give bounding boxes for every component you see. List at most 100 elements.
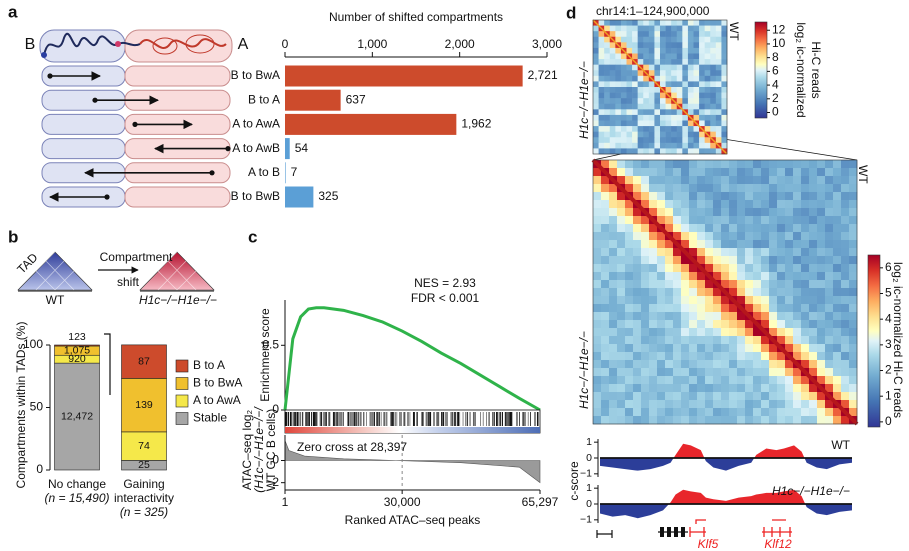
heatmap-cell [598, 142, 605, 149]
heatmap-cell [745, 368, 754, 377]
heatmap-cell [625, 344, 634, 353]
heatmap-cell [721, 59, 728, 65]
heatmap-cell [625, 296, 634, 305]
heatmap-cell [625, 248, 634, 257]
heatmap-cell [833, 280, 842, 289]
heatmap-cell [753, 232, 762, 241]
heatmap-cell [761, 408, 770, 417]
heatmap-cell [617, 408, 626, 417]
heatmap-cell [817, 360, 826, 369]
heatmap-cell [721, 131, 728, 138]
heatmap-cell [715, 36, 722, 43]
heatmap-cell [745, 168, 754, 177]
heatmap-cell [737, 400, 746, 409]
heatmap-cell [593, 87, 599, 93]
heatmap-cell [593, 200, 602, 209]
heatmap-cell [715, 92, 722, 99]
heatmap-cell [825, 256, 834, 265]
heatmap-cell [713, 400, 722, 409]
heatmap-cell [665, 344, 674, 353]
heatmap-cell [649, 360, 658, 369]
heatmap-cell [615, 20, 622, 26]
heatmap-cell [817, 248, 826, 257]
heatmap-cell [710, 20, 717, 26]
heatmap-cell [713, 320, 722, 329]
heatmap-cell [609, 376, 618, 385]
heatmap-cell [637, 75, 644, 82]
heatmap-cell [657, 336, 666, 345]
heatmap-cell [632, 20, 638, 26]
heatmap-cell [705, 352, 714, 361]
heatmap-cell [777, 384, 786, 393]
heatmap-cell [689, 416, 698, 425]
heatmap-cell [817, 336, 826, 345]
heatmap-cell [785, 176, 794, 185]
heatmap-cell [705, 176, 714, 185]
heatmap-cell [801, 176, 810, 185]
heatmap-cell [657, 216, 666, 225]
heatmap-cell [617, 160, 626, 169]
heatmap-cell [704, 148, 711, 155]
heatmap-cell [687, 148, 694, 155]
heatmap-cell [687, 98, 694, 105]
heatmap-cell [825, 264, 834, 273]
heatmap-cell [648, 103, 655, 110]
heatmap-cell [729, 224, 738, 233]
heatmap-cell [785, 408, 794, 417]
heatmap-cell [637, 70, 644, 77]
heatmap-cell [710, 98, 717, 105]
heatmap-cell [777, 328, 786, 337]
heatmap-cell [777, 320, 786, 329]
heatmap-cell [825, 328, 834, 337]
heatmap-cell [697, 304, 706, 313]
heatmap-cell [625, 224, 634, 233]
heatmap-cell [713, 352, 722, 361]
heatmap-cell [721, 176, 730, 185]
heatmap-cell [745, 304, 754, 313]
heatmap-cell [609, 92, 616, 99]
heatmap-cell [737, 344, 746, 353]
heatmap-cell [785, 200, 794, 209]
heatmap-cell [593, 92, 599, 99]
heatmap-cell [801, 288, 810, 297]
heatmap-cell [825, 296, 834, 305]
heatmap-cell [715, 87, 722, 93]
heatmap-cell [620, 42, 627, 49]
heatmap-cell [657, 168, 666, 177]
heatmap-cell [643, 103, 650, 110]
heatmap-cell [617, 344, 626, 353]
heatmap-cell [648, 92, 655, 99]
colorbar-tick-label: 6 [772, 64, 779, 78]
heatmap-cell [641, 264, 650, 273]
heatmap-cell [601, 360, 610, 369]
heatmap-cell [681, 160, 690, 169]
heatmap-cell [660, 64, 666, 71]
heatmap-cell [705, 168, 714, 177]
heatmap-cell [615, 75, 622, 82]
heatmap-cell [801, 232, 810, 241]
segment-count: 1,075 [64, 344, 90, 356]
heatmap-cell [809, 416, 818, 425]
heatmap-cell [753, 216, 762, 225]
heatmap-cell [641, 368, 650, 377]
heatmap-cell [681, 224, 690, 233]
heatmap-cell [633, 256, 642, 265]
heatmap-cell [643, 126, 650, 132]
heatmap-cell [601, 408, 610, 417]
heatmap-cell [704, 92, 711, 99]
heatmap-cell [593, 148, 599, 155]
compartment-label: A [238, 36, 249, 53]
heatmap-cell [601, 216, 610, 225]
heatmap-cell [825, 368, 834, 377]
heatmap-cell [693, 114, 700, 121]
gene-label: Klf5 [698, 537, 719, 551]
heatmap-cell [665, 176, 674, 185]
heatmap-cell [641, 320, 650, 329]
heatmap-cell [649, 296, 658, 305]
heatmap-cell [601, 208, 610, 217]
heatmap-cell [729, 320, 738, 329]
heatmap-cell [721, 280, 730, 289]
heatmap-cell [657, 240, 666, 249]
heatmap-cell [785, 392, 794, 401]
heatmap-cell [715, 103, 722, 110]
